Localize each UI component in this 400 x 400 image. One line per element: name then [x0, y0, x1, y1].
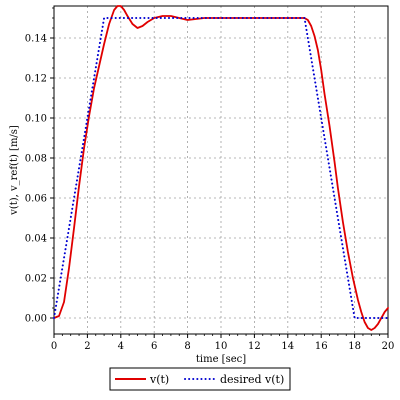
y-tick-label: 0.14 — [25, 34, 47, 45]
legend-label-v: v(t) — [149, 373, 169, 386]
x-tick-label: 14 — [281, 341, 294, 352]
axis-ticks: 0 2 4 6 8 10 12 14 16 18 20 0.00 0.02 0.04 0.06 0.08 0.1… — [25, 7, 395, 352]
series-line-0 — [53, 5, 389, 331]
x-tick-label: 20 — [382, 341, 395, 352]
y-tick-label: 0.00 — [25, 314, 47, 325]
legend: v(t) desired v(t) — [109, 367, 291, 391]
x-tick-label: 10 — [215, 341, 228, 352]
y-tick-label: 0.02 — [25, 274, 47, 285]
x-tick-label: 6 — [151, 341, 157, 352]
grid — [54, 6, 388, 334]
plot-frame — [53, 5, 389, 335]
x-tick-label: 16 — [315, 341, 328, 352]
series-line-1 — [53, 17, 389, 319]
y-tick-label: 0.08 — [25, 154, 47, 165]
x-tick-label: 4 — [118, 341, 124, 352]
x-tick-label: 18 — [348, 341, 361, 352]
x-tick-label: 12 — [248, 341, 261, 352]
legend-box — [109, 367, 291, 391]
y-tick-label: 0.12 — [25, 74, 47, 85]
y-tick-label: 0.10 — [25, 114, 47, 125]
x-tick-label: 8 — [184, 341, 190, 352]
series-lines — [53, 5, 389, 331]
legend-label-desired-v: desired v(t) — [220, 373, 284, 386]
x-tick-label: 2 — [84, 341, 90, 352]
x-axis-title: time [sec] — [196, 354, 246, 365]
y-tick-label: 0.04 — [25, 234, 47, 245]
y-tick-label: 0.06 — [25, 194, 47, 205]
x-tick-label: 0 — [51, 341, 57, 352]
y-axis-title: v(t), v_ref(t) [m/s] — [9, 125, 20, 216]
